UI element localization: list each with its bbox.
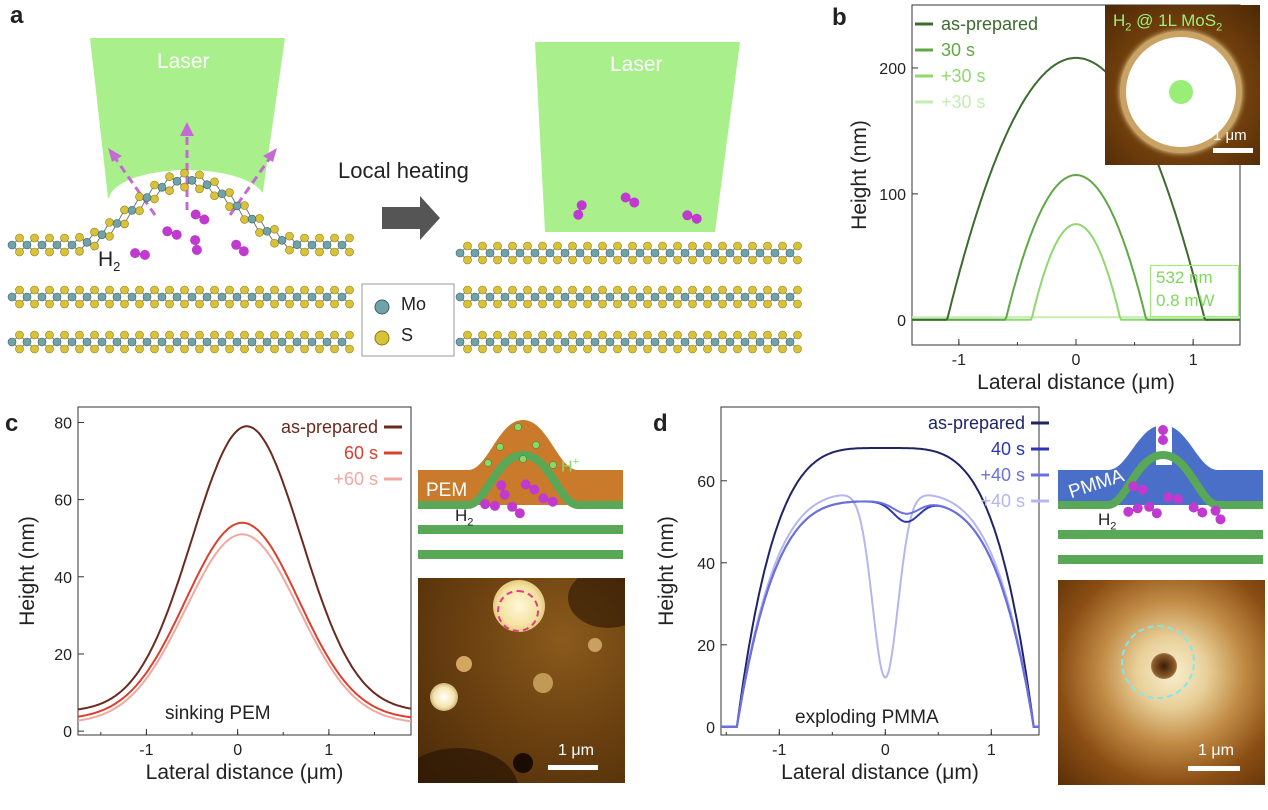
x-tick-label: 0 [881,742,890,759]
x-tick-label: 0 [233,742,242,759]
chart-c-frame [77,406,412,736]
h2-label-c: H2 [455,506,474,529]
x-tick-label: 1 [324,742,333,759]
legend-label: 60 s [344,443,378,463]
laser-label-left: Laser [157,50,210,73]
y-tick-label: 0 [706,720,715,737]
laser-power: 0.8 mW [1156,291,1215,310]
annotation-d: exploding PMMA [795,707,939,728]
laser-info-box: 532 nm 0.8 mW [1150,265,1239,317]
y-axis-label: Height (nm) [848,120,871,230]
x-tick-label: -1 [139,742,153,759]
scale-bar-label-b: 1 μm [1213,127,1247,144]
laser-wavelength: 532 nm [1156,268,1213,287]
y-tick-label: 40 [54,570,72,587]
legend-s-label: S [401,325,414,345]
afm-inset-b: H2 @ 1L MoS2 1 μm [1105,5,1260,165]
y-tick-label: 80 [54,415,72,432]
series-line--60-s [78,533,411,723]
h2-molecules-right [573,192,702,224]
x-tick-label: 1 [987,742,996,759]
pmma-schematic [1058,420,1263,564]
x-axis-label: Lateral distance (μm) [146,761,344,784]
scale-bar-b [1213,148,1253,153]
legend-mo-label: Mo [401,294,427,314]
atom-legend [361,283,455,357]
proton-label: H+ [561,456,579,476]
laser-label-right: Laser [610,53,663,76]
legend-label: +40 s [980,465,1025,485]
laser-spot [1169,80,1193,104]
mos2-layers-left [7,168,354,354]
series-line--40-s [721,494,1039,728]
scale-bar-c [548,765,598,770]
y-tick-label: 60 [697,474,715,491]
x-tick-label: -1 [952,352,966,369]
h2-label-a: H2 [98,248,121,275]
y-tick-label: 20 [54,647,72,664]
afm-image-d: 1 μm [1058,580,1265,785]
mos2-layers-right [455,241,802,354]
scale-bar-d [1188,766,1240,771]
chart-b: -1 0 1 0 100 200 Lateral distance (μm) Height (… [848,4,1241,394]
h2-label-d: H2 [1098,510,1117,533]
annotation-c: sinking PEM [165,703,271,724]
dashed-circle-c [497,590,539,632]
y-tick-label: 100 [879,187,906,204]
y-axis-label: Height (nm) [16,516,39,626]
y-tick-label: 40 [697,556,715,573]
panel-c-letter: c [5,410,19,437]
x-tick-label: -1 [772,742,786,759]
panel-a-letter: a [10,2,24,29]
pem-label: PEM [426,480,468,501]
legend-label: 30 s [941,40,975,60]
panel-a-schematic [7,38,802,357]
x-tick-label: 0 [1072,352,1081,369]
series-line--40-s [721,500,1039,728]
series-line-as-prepared [912,56,1240,321]
y-axis-label: Height (nm) [655,516,678,626]
afm-image-c: 1 μm [418,578,625,783]
laser-beam-right [535,42,740,232]
legend-label: as-prepared [281,417,378,437]
y-tick-label: 0 [63,724,72,741]
legend-label: +30 s [941,92,986,112]
scale-bar-label-c: 1 μm [558,742,594,759]
legend-label: +60 s [333,469,378,489]
local-heating-arrow [382,196,440,240]
h2-molecules-left [130,209,249,260]
series-line-as-prepared [721,447,1039,728]
h2-molecules-c [480,479,558,519]
series-line-as-prepared [78,425,411,711]
scale-bar-label-d: 1 μm [1198,742,1234,759]
legend-label: +40 s [980,491,1025,511]
series-line-60-s [78,521,411,719]
legend-label: as-prepared [941,14,1038,34]
series-line-40-s [721,500,1039,728]
chart-d-frame [720,406,1040,736]
local-heating-label: Local heating [338,158,469,183]
y-tick-label: 60 [54,493,72,510]
pem-schematic [418,420,623,559]
x-axis-label: Lateral distance (μm) [781,761,979,784]
series-line-30-s [912,173,1240,321]
panel-b-letter: b [832,4,847,31]
panel-d-letter: d [653,410,668,437]
h2-molecules-d [1123,425,1226,525]
x-tick-label: 1 [1189,352,1198,369]
y-tick-label: 20 [697,638,715,655]
inset-title-b: H2 @ 1L MoS2 [1113,11,1223,34]
dashed-circle-d [1121,625,1195,699]
laser-beam-left [90,38,285,198]
legend-label: as-prepared [928,413,1025,433]
y-tick-label: 200 [879,61,906,78]
y-tick-label: 0 [897,313,906,330]
legend-label: +30 s [941,66,986,86]
legend-label: 40 s [991,439,1025,459]
x-axis-label: Lateral distance (μm) [977,371,1175,394]
